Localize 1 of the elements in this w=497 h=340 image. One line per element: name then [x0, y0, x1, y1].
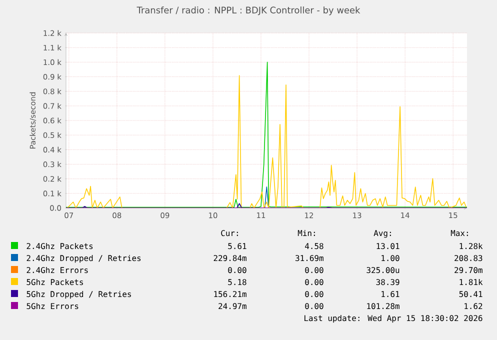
chart-title: Transfer / radio : NPPL : BDJK Controller - by week	[136, 6, 360, 16]
